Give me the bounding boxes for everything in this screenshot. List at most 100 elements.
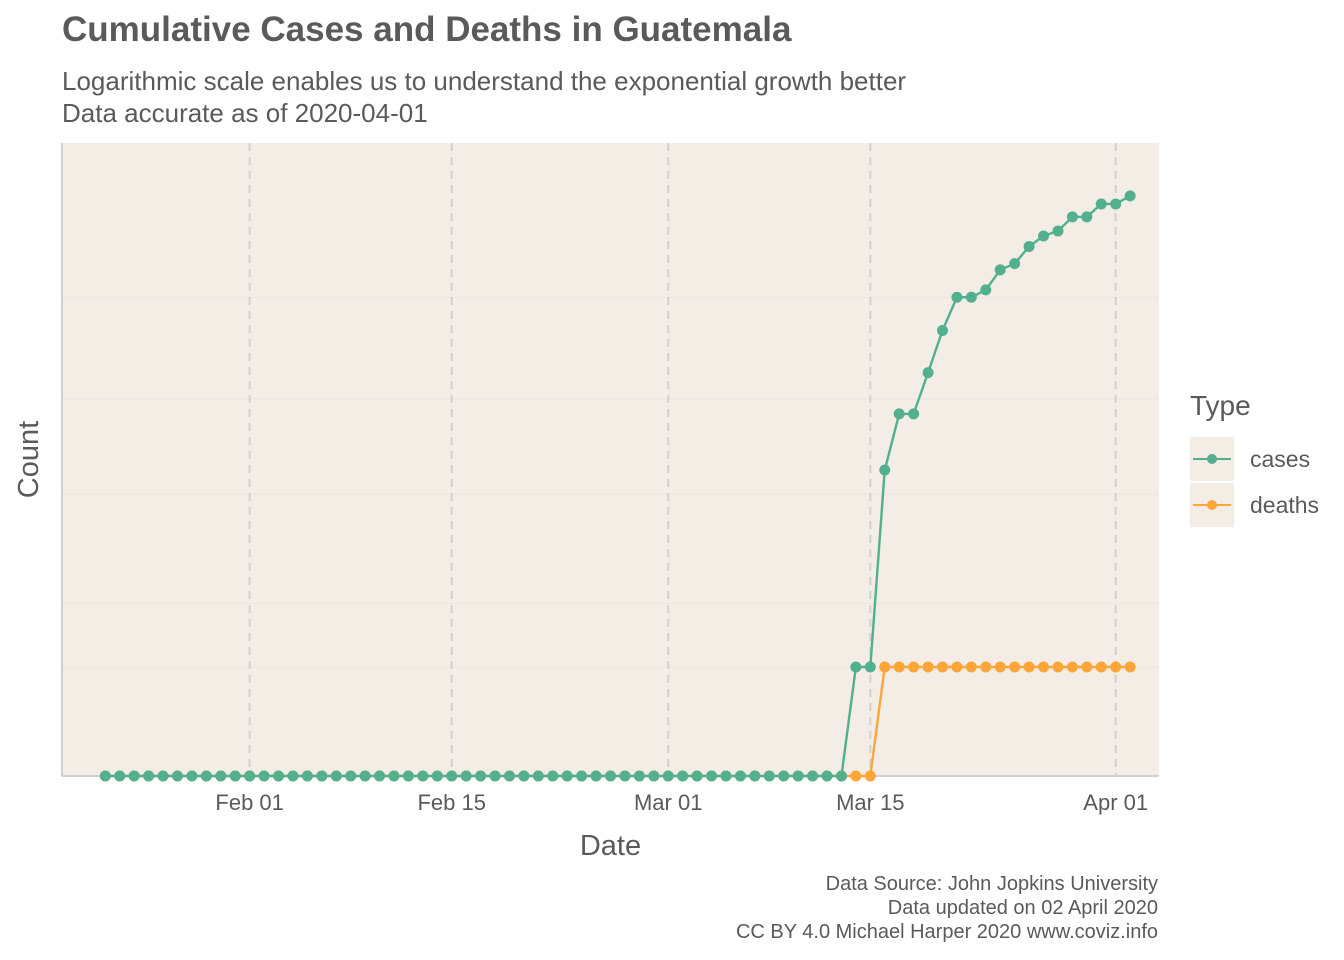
data-point-cases xyxy=(431,770,443,782)
data-point-cases xyxy=(720,770,732,782)
data-point-cases xyxy=(359,770,371,782)
data-point-cases xyxy=(821,770,833,782)
x-tick-label: Mar 15 xyxy=(836,790,904,815)
data-point-cases xyxy=(691,770,703,782)
data-point-cases xyxy=(532,770,544,782)
data-point-cases xyxy=(316,770,328,782)
data-point-cases xyxy=(1052,225,1064,237)
data-point-cases xyxy=(980,284,992,296)
data-point-cases xyxy=(792,770,804,782)
data-point-cases xyxy=(200,770,212,782)
data-point-cases xyxy=(922,367,934,379)
data-point-cases xyxy=(879,464,891,476)
data-point-deaths xyxy=(879,661,891,673)
legend-title: Type xyxy=(1190,390,1251,421)
legend-key-deaths xyxy=(1190,483,1234,527)
caption-data-updated: Data updated on 02 April 2020 xyxy=(887,897,1158,919)
data-point-cases xyxy=(374,770,386,782)
data-point-cases xyxy=(936,324,948,336)
data-point-cases xyxy=(99,770,111,782)
data-point-cases xyxy=(402,770,414,782)
data-point-cases xyxy=(893,408,905,420)
data-point-deaths xyxy=(908,661,920,673)
legend-label-cases: cases xyxy=(1250,445,1311,472)
x-tick-label: Mar 01 xyxy=(634,790,702,815)
data-point-cases xyxy=(590,770,602,782)
legend-key-cases xyxy=(1190,437,1234,481)
data-point-cases xyxy=(807,770,819,782)
data-point-cases xyxy=(677,770,689,782)
data-point-cases xyxy=(576,770,588,782)
data-point-cases xyxy=(489,770,501,782)
x-tick-label: Apr 01 xyxy=(1083,790,1148,815)
data-point-deaths xyxy=(922,661,934,673)
data-point-cases xyxy=(850,661,862,673)
data-point-cases xyxy=(648,770,660,782)
data-point-cases xyxy=(1081,211,1093,223)
y-axis-title: Count xyxy=(13,421,45,498)
data-point-cases xyxy=(561,770,573,782)
data-point-cases xyxy=(345,770,357,782)
data-point-cases xyxy=(706,770,718,782)
data-point-cases xyxy=(330,770,342,782)
data-point-cases xyxy=(763,770,775,782)
data-point-deaths xyxy=(980,661,992,673)
data-point-cases xyxy=(171,770,183,782)
data-point-cases xyxy=(301,770,313,782)
data-point-cases xyxy=(186,770,198,782)
data-point-deaths xyxy=(893,661,905,673)
chart-subtitle-line-2: Data accurate as of 2020-04-01 xyxy=(62,98,428,128)
data-point-deaths xyxy=(936,661,948,673)
data-point-cases xyxy=(1095,198,1107,210)
data-point-cases xyxy=(1110,198,1122,210)
data-point-cases xyxy=(547,770,559,782)
data-point-cases xyxy=(1124,190,1136,202)
data-point-deaths xyxy=(1038,661,1050,673)
data-point-deaths xyxy=(1081,661,1093,673)
data-point-deaths xyxy=(850,770,862,782)
data-point-deaths xyxy=(1066,661,1078,673)
data-point-cases xyxy=(244,770,256,782)
data-point-deaths xyxy=(1009,661,1021,673)
data-point-cases xyxy=(215,770,227,782)
data-point-cases xyxy=(734,770,746,782)
data-point-deaths xyxy=(1095,661,1107,673)
data-point-cases xyxy=(273,770,285,782)
data-point-cases xyxy=(287,770,299,782)
data-point-cases xyxy=(662,770,674,782)
data-point-cases xyxy=(460,770,472,782)
data-point-cases xyxy=(619,770,631,782)
data-point-cases xyxy=(994,264,1006,276)
data-point-deaths xyxy=(1110,661,1122,673)
data-point-cases xyxy=(417,770,429,782)
data-point-cases xyxy=(605,770,616,782)
data-point-cases xyxy=(778,770,790,782)
data-point-cases xyxy=(258,770,270,782)
data-point-cases xyxy=(864,661,876,673)
x-axis-title: Date xyxy=(580,830,641,862)
data-point-cases xyxy=(1009,258,1021,270)
data-point-cases xyxy=(633,770,645,782)
legend-item-cases: cases xyxy=(1190,437,1310,481)
data-point-cases xyxy=(475,770,487,782)
data-point-cases xyxy=(229,770,241,782)
data-point-deaths xyxy=(864,770,876,782)
x-tick-label: Feb 01 xyxy=(215,790,284,815)
data-point-deaths xyxy=(965,661,977,673)
data-point-cases xyxy=(157,770,169,782)
caption-license: CC BY 4.0 Michael Harper 2020 www.coviz.… xyxy=(735,921,1158,943)
data-point-cases xyxy=(143,770,155,782)
caption-data-source: Data Source: John Jopkins University xyxy=(825,873,1158,895)
data-point-deaths xyxy=(1023,661,1035,673)
data-point-deaths xyxy=(1124,661,1136,673)
data-point-cases xyxy=(1023,240,1035,252)
data-point-cases xyxy=(835,770,847,782)
legend-label-deaths: deaths xyxy=(1250,491,1320,518)
data-point-cases xyxy=(518,770,530,782)
data-point-cases xyxy=(128,770,140,782)
data-point-deaths xyxy=(994,661,1006,673)
chart-title: Cumulative Cases and Deaths in Guatemala xyxy=(62,10,792,49)
legend-item-deaths: deaths xyxy=(1190,483,1319,527)
x-tick-label: Feb 15 xyxy=(417,790,486,815)
